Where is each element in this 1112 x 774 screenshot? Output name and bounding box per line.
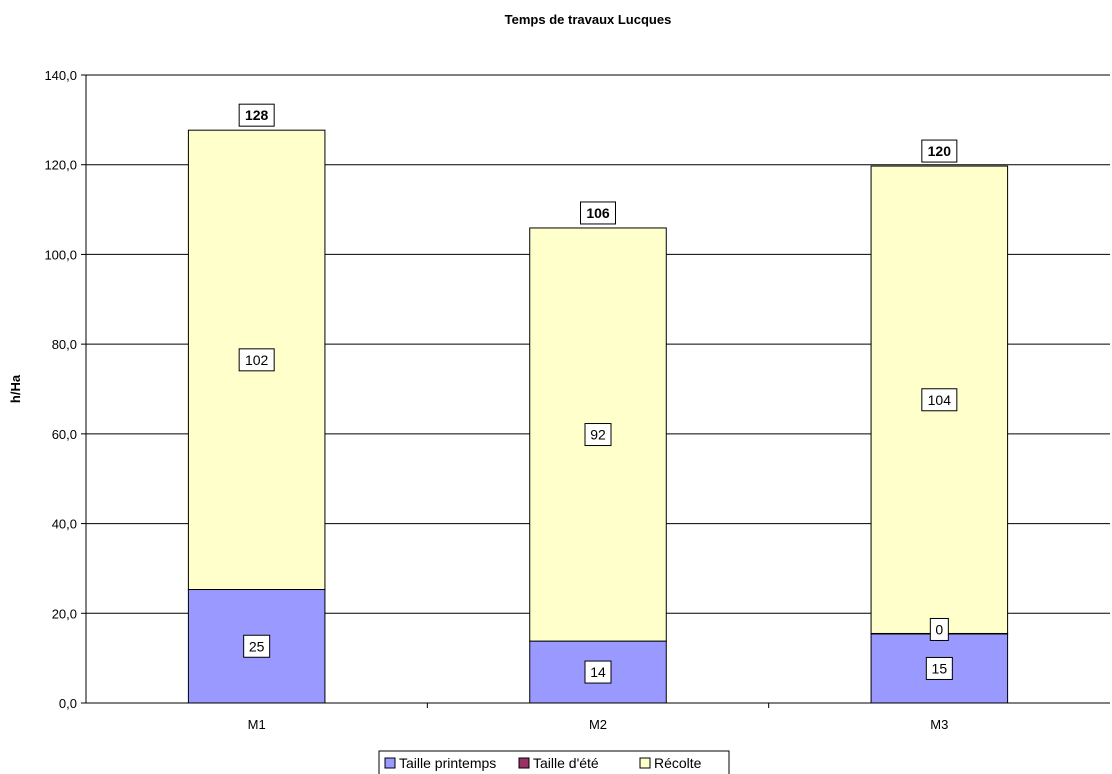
data-label: 14 bbox=[590, 664, 606, 680]
total-label: 128 bbox=[245, 107, 269, 123]
x-tick-label: M3 bbox=[930, 717, 948, 732]
chart-title: Temps de travaux Lucques bbox=[505, 12, 672, 27]
data-label: 92 bbox=[590, 427, 606, 443]
data-label-box bbox=[921, 388, 958, 412]
x-tick-label: M1 bbox=[248, 717, 266, 732]
data-label: 104 bbox=[928, 392, 952, 408]
y-tick-label: 80,0 bbox=[52, 337, 77, 352]
y-axis-label: h/Ha bbox=[8, 374, 23, 403]
data-label: 102 bbox=[245, 352, 269, 368]
y-tick-label: 140,0 bbox=[44, 68, 77, 83]
y-tick-label: 100,0 bbox=[44, 247, 77, 262]
x-tick-label: M2 bbox=[589, 717, 607, 732]
data-label-box bbox=[925, 656, 953, 680]
data-label-box bbox=[584, 660, 612, 684]
data-labels: 25 102 128 14 92 106 15 0 104 120 bbox=[238, 103, 958, 684]
y-tick-label: 40,0 bbox=[52, 517, 77, 532]
data-label: 15 bbox=[932, 660, 948, 676]
legend-swatch bbox=[384, 757, 396, 769]
data-label-box bbox=[929, 617, 949, 641]
data-label-box bbox=[238, 348, 275, 372]
y-tick-label: 20,0 bbox=[52, 606, 77, 621]
data-label-box bbox=[584, 423, 612, 447]
legend-label: Taille d'été bbox=[533, 755, 599, 771]
legend-label: Taille printemps bbox=[399, 755, 496, 771]
legend-swatch bbox=[639, 757, 651, 769]
data-label-box bbox=[243, 634, 271, 658]
legend-swatch bbox=[518, 757, 530, 769]
tick-labels: 0,0 20,0 40,0 60,0 80,0 100,0 120,0 140,0 M1 M2 M3 bbox=[44, 68, 948, 732]
legend: Taille printemps Taille d'été Récolte bbox=[378, 750, 730, 774]
axes bbox=[81, 74, 1110, 708]
data-label: 25 bbox=[249, 638, 265, 654]
data-label: 0 bbox=[935, 621, 943, 637]
total-label-box bbox=[238, 103, 275, 127]
total-label: 106 bbox=[586, 205, 610, 221]
total-label-box bbox=[921, 139, 958, 163]
legend-label: Récolte bbox=[654, 755, 702, 771]
total-label-box bbox=[580, 201, 616, 225]
y-tick-label: 60,0 bbox=[52, 427, 77, 442]
y-tick-label: 0,0 bbox=[59, 696, 77, 711]
total-label: 120 bbox=[928, 143, 952, 159]
y-tick-label: 120,0 bbox=[44, 158, 77, 173]
